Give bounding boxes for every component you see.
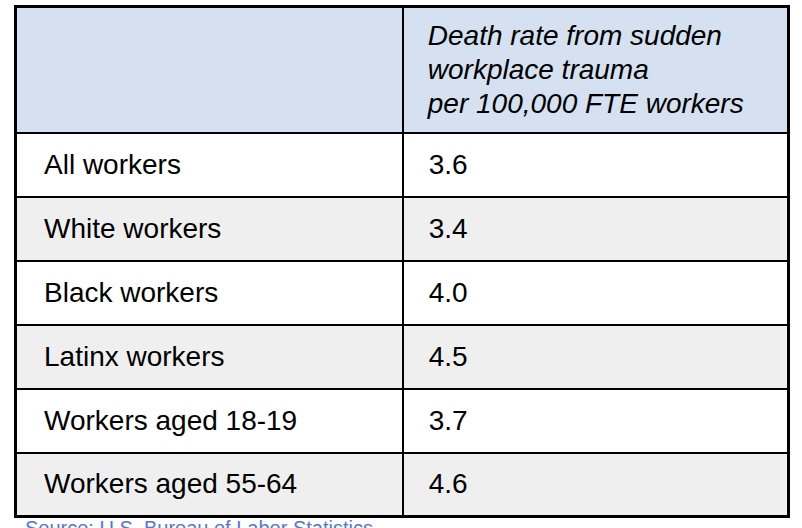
- death-rate-table: Death rate from sudden workplace trauma …: [14, 5, 790, 518]
- row-label: White workers: [16, 197, 403, 261]
- row-value: 3.7: [403, 389, 789, 453]
- row-value: 3.4: [403, 197, 789, 261]
- value-column-header: Death rate from sudden workplace trauma …: [403, 7, 789, 133]
- row-value: 4.6: [403, 453, 789, 517]
- table-row: White workers 3.4: [16, 197, 789, 261]
- table-row: Black workers 4.0: [16, 261, 789, 325]
- source-link[interactable]: Source: U.S. Bureau of Labor Statistics: [25, 515, 373, 528]
- page: Death rate from sudden workplace trauma …: [0, 0, 802, 528]
- row-label: Workers aged 18-19: [16, 389, 403, 453]
- table-row: Workers aged 18-19 3.7: [16, 389, 789, 453]
- row-label: Black workers: [16, 261, 403, 325]
- header-row: Death rate from sudden workplace trauma …: [16, 7, 789, 133]
- table-row: All workers 3.6: [16, 133, 789, 197]
- row-value: 3.6: [403, 133, 789, 197]
- header-corner-cell: [16, 7, 403, 133]
- row-label: Latinx workers: [16, 325, 403, 389]
- row-label: All workers: [16, 133, 403, 197]
- table-row: Workers aged 55-64 4.6: [16, 453, 789, 517]
- row-value: 4.0: [403, 261, 789, 325]
- row-label: Workers aged 55-64: [16, 453, 403, 517]
- row-value: 4.5: [403, 325, 789, 389]
- table-row: Latinx workers 4.5: [16, 325, 789, 389]
